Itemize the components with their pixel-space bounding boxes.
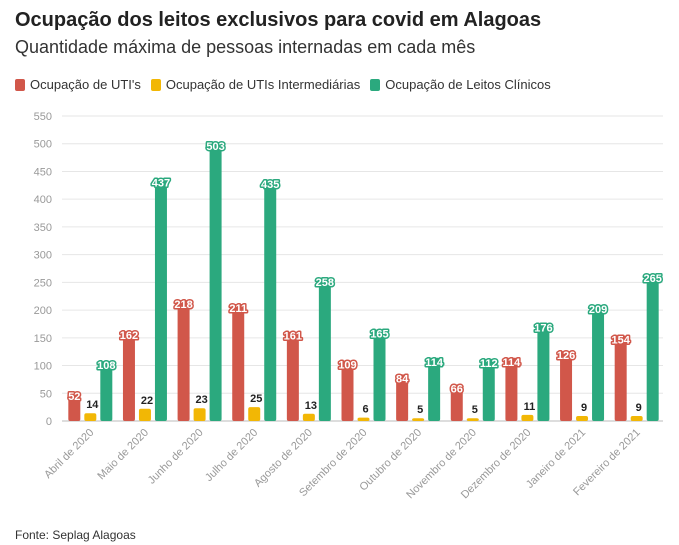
- bar-clinicos: [428, 357, 441, 421]
- bar-intermediaria: [576, 416, 589, 421]
- y-tick-label: 150: [34, 333, 52, 345]
- bar-uti: [396, 374, 409, 421]
- data-label-clinicos: 209: [589, 304, 607, 316]
- legend: Ocupação de UTI's Ocupação de UTIs Inter…: [15, 77, 561, 92]
- data-label-intermediaria: 13: [305, 400, 317, 412]
- data-label-uti: 66: [451, 383, 463, 395]
- bar-intermediaria: [302, 413, 315, 421]
- bar-uti: [341, 360, 354, 421]
- bar-intermediaria: [630, 416, 643, 421]
- data-label-uti: 52: [68, 391, 80, 403]
- legend-label-clinicos: Ocupação de Leitos Clínicos: [385, 77, 551, 92]
- data-label-clinicos: 503: [206, 141, 224, 153]
- data-label-intermediaria: 22: [141, 395, 153, 407]
- data-label-intermediaria: 11: [524, 401, 536, 413]
- bar-uti: [232, 303, 245, 421]
- data-label-uti: 211: [229, 303, 247, 315]
- x-tick-label: Maio de 2020: [95, 427, 151, 483]
- bar-clinicos: [537, 323, 550, 421]
- bar-uti: [177, 300, 190, 421]
- source-note: Fonte: Seplag Alagoas: [15, 528, 136, 542]
- y-tick-label: 550: [34, 111, 52, 123]
- bar-chart: 0 50 100 150 200 250 300 350 400 450 500 550 52 14 108…: [34, 111, 664, 501]
- data-label-uti: 218: [174, 299, 192, 311]
- bar-uti: [286, 331, 299, 421]
- data-label-clinicos: 176: [534, 322, 552, 334]
- legend-label-uti: Ocupação de UTI's: [30, 77, 141, 92]
- y-tick-label: 450: [34, 166, 52, 178]
- data-label-clinicos: 435: [261, 179, 279, 191]
- bar-intermediaria: [412, 418, 425, 421]
- legend-item-intermediaria: Ocupação de UTIs Intermediárias: [150, 77, 361, 92]
- bar-clinicos: [646, 274, 659, 421]
- y-tick-label: 200: [34, 305, 52, 317]
- x-tick-label: Julho de 2020: [203, 427, 260, 484]
- bar-clinicos: [318, 277, 331, 421]
- data-label-intermediaria: 14: [86, 399, 99, 411]
- bar-uti: [505, 357, 518, 421]
- y-tick-label: 100: [34, 361, 52, 373]
- data-label-intermediaria: 23: [195, 394, 207, 406]
- legend-swatch-uti: [15, 78, 25, 91]
- bar-clinicos: [154, 178, 167, 421]
- bar-intermediaria: [466, 418, 479, 421]
- y-tick-label: 50: [40, 388, 52, 400]
- bar-uti: [450, 384, 463, 421]
- bar-clinicos: [264, 179, 277, 421]
- y-tick-label: 300: [34, 250, 52, 262]
- x-tick-label: Abril de 2020: [42, 427, 96, 481]
- bar-intermediaria: [357, 417, 370, 421]
- bar-clinicos: [373, 329, 386, 421]
- bar-intermediaria: [193, 408, 206, 421]
- bar-uti: [122, 331, 135, 421]
- data-label-uti: 84: [396, 373, 409, 385]
- data-label-clinicos: 108: [97, 360, 115, 372]
- data-label-clinicos: 265: [644, 273, 662, 285]
- bar-intermediaria: [248, 407, 261, 421]
- data-label-clinicos: 165: [370, 329, 388, 341]
- data-label-intermediaria: 9: [581, 402, 587, 414]
- data-label-intermediaria: 5: [472, 404, 478, 416]
- data-label-uti: 161: [284, 331, 302, 343]
- bar-clinicos: [100, 361, 113, 421]
- bar-clinicos: [592, 305, 605, 421]
- data-label-uti: 114: [503, 357, 522, 369]
- bar-uti: [68, 392, 81, 421]
- bar-intermediaria: [521, 414, 534, 421]
- data-label-uti: 109: [338, 360, 356, 372]
- data-label-uti: 126: [557, 350, 575, 362]
- bar-clinicos: [482, 358, 495, 421]
- y-tick-label: 250: [34, 277, 52, 289]
- legend-item-clinicos: Ocupação de Leitos Clínicos: [370, 77, 551, 92]
- y-tick-label: 500: [34, 139, 52, 151]
- data-label-intermediaria: 9: [636, 402, 642, 414]
- data-label-clinicos: 114: [425, 357, 444, 369]
- chart-subtitle: Quantidade máxima de pessoas internadas …: [15, 37, 476, 57]
- data-label-clinicos: 437: [152, 178, 170, 190]
- legend-label-intermediaria: Ocupação de UTIs Intermediárias: [165, 77, 361, 92]
- x-tick-label: Junho de 2020: [146, 427, 206, 487]
- y-tick-label: 350: [34, 222, 52, 234]
- x-tick-label: Agosto de 2020: [252, 427, 315, 490]
- legend-item-uti: Ocupação de UTI's: [15, 77, 141, 92]
- data-label-uti: 154: [612, 335, 631, 347]
- bar-uti: [560, 351, 573, 421]
- data-label-intermediaria: 25: [250, 393, 262, 405]
- data-label-uti: 162: [120, 330, 138, 342]
- bar-intermediaria: [84, 413, 97, 421]
- data-label-intermediaria: 6: [362, 404, 368, 416]
- bar-intermediaria: [138, 408, 151, 421]
- data-label-clinicos: 112: [480, 358, 498, 370]
- bar-clinicos: [209, 142, 222, 421]
- y-tick-label: 400: [34, 194, 52, 206]
- data-label-clinicos: 258: [316, 277, 334, 289]
- data-label-intermediaria: 5: [417, 404, 423, 416]
- chart-title: Ocupação dos leitos exclusivos para covi…: [15, 9, 542, 31]
- legend-swatch-clinicos: [370, 78, 381, 91]
- y-tick-label: 0: [46, 416, 52, 428]
- bar-uti: [614, 335, 627, 421]
- legend-swatch-intermediaria: [150, 78, 161, 91]
